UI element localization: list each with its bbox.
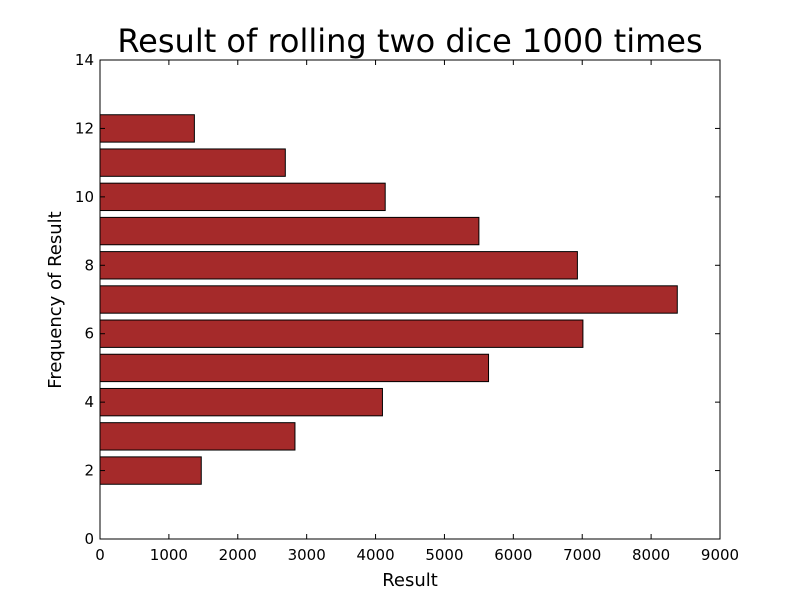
y-tick-label: 14: [75, 51, 94, 69]
y-tick-label: 10: [75, 188, 94, 206]
x-tick-label: 8000: [632, 546, 670, 564]
bar-result-9: [99, 216, 480, 246]
bar-result-6: [99, 319, 584, 348]
bar-result-2: [99, 456, 202, 485]
bar-result-7: [99, 285, 678, 314]
chart-title: Result of rolling two dice 1000 times: [117, 22, 702, 60]
y-tick-label: 2: [84, 462, 94, 480]
x-tick-label: 6000: [494, 546, 532, 564]
x-tick-label: 7000: [563, 546, 601, 564]
bar-result-8: [99, 251, 578, 280]
ticks-layer: 0 1000 2000 3000 4000 5000 6000 7000 8000 9000 0 2 4…: [75, 51, 739, 564]
x-tick-label: 1000: [150, 546, 188, 564]
x-axis-title: Result: [382, 570, 438, 591]
x-tick-label: 4000: [356, 546, 394, 564]
x-tick-label: 5000: [425, 546, 463, 564]
bars-layer: [99, 114, 678, 485]
x-tick-label: 9000: [701, 546, 739, 564]
y-tick-label: 12: [75, 119, 94, 137]
x-tick-label: 2000: [219, 546, 257, 564]
bar-result-11: [99, 148, 286, 177]
bar-result-4: [99, 387, 383, 417]
y-tick-label: 0: [84, 530, 94, 548]
y-tick-label: 4: [84, 393, 94, 411]
y-axis-title: Frequency of Result: [45, 211, 66, 388]
x-tick-label: 3000: [288, 546, 326, 564]
bar-result-12: [99, 114, 195, 143]
bar-result-3: [99, 422, 296, 451]
bar-result-10: [99, 182, 386, 212]
plot-area-frame: [99, 59, 721, 540]
bar-result-5: [99, 353, 490, 383]
y-tick-label: 6: [84, 325, 94, 343]
y-tick-label: 8: [84, 256, 94, 274]
x-tick-label: 0: [95, 546, 105, 564]
